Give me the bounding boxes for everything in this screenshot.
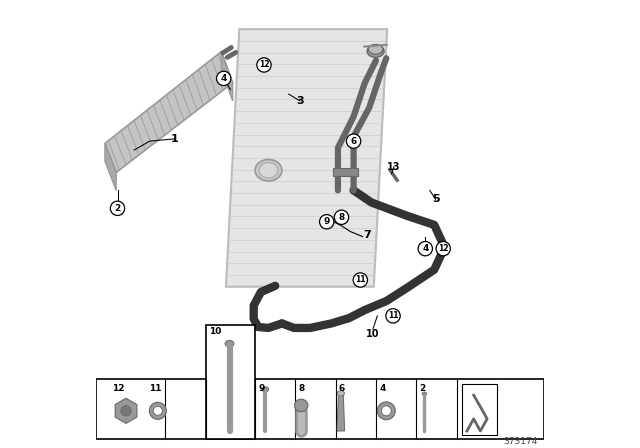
Text: 4: 4 bbox=[221, 74, 227, 83]
Ellipse shape bbox=[381, 406, 391, 416]
Ellipse shape bbox=[255, 159, 282, 181]
Text: 9: 9 bbox=[258, 384, 264, 393]
Bar bbox=[205, 325, 255, 439]
Text: 13: 13 bbox=[387, 162, 401, 172]
Circle shape bbox=[436, 241, 451, 256]
Text: 9: 9 bbox=[324, 217, 330, 226]
Bar bbox=[333, 168, 358, 176]
Circle shape bbox=[319, 215, 334, 229]
Text: 373174: 373174 bbox=[503, 437, 538, 446]
Polygon shape bbox=[105, 143, 116, 190]
Ellipse shape bbox=[225, 340, 234, 347]
Text: 11: 11 bbox=[388, 311, 398, 320]
Text: 11: 11 bbox=[149, 384, 161, 393]
Circle shape bbox=[257, 58, 271, 72]
Ellipse shape bbox=[337, 391, 344, 396]
Text: 8: 8 bbox=[339, 213, 344, 222]
Text: 10: 10 bbox=[209, 327, 221, 336]
Circle shape bbox=[121, 405, 131, 416]
Ellipse shape bbox=[369, 44, 383, 54]
Ellipse shape bbox=[154, 406, 163, 415]
Text: 7: 7 bbox=[363, 230, 371, 240]
Circle shape bbox=[216, 71, 231, 86]
Text: 2: 2 bbox=[115, 204, 120, 213]
Text: 12: 12 bbox=[438, 244, 449, 253]
Polygon shape bbox=[337, 393, 344, 431]
Text: 12: 12 bbox=[259, 60, 269, 69]
Text: 5: 5 bbox=[432, 194, 440, 204]
Polygon shape bbox=[105, 52, 232, 172]
Circle shape bbox=[110, 201, 125, 215]
Text: 10: 10 bbox=[366, 329, 380, 339]
Polygon shape bbox=[221, 52, 232, 101]
Ellipse shape bbox=[262, 387, 269, 392]
Text: 3: 3 bbox=[296, 96, 303, 106]
Bar bbox=[96, 379, 544, 439]
Circle shape bbox=[346, 134, 361, 148]
Ellipse shape bbox=[378, 402, 396, 420]
Ellipse shape bbox=[259, 163, 278, 178]
Ellipse shape bbox=[149, 402, 166, 419]
Text: 12: 12 bbox=[111, 384, 124, 393]
Circle shape bbox=[353, 273, 367, 287]
Ellipse shape bbox=[367, 45, 384, 57]
Circle shape bbox=[418, 241, 433, 256]
Circle shape bbox=[386, 309, 400, 323]
Text: 6: 6 bbox=[351, 137, 356, 146]
Ellipse shape bbox=[294, 399, 308, 412]
Polygon shape bbox=[226, 29, 387, 287]
Ellipse shape bbox=[422, 392, 427, 396]
Text: 8: 8 bbox=[298, 384, 305, 393]
Text: 1: 1 bbox=[170, 134, 179, 144]
Text: 6: 6 bbox=[339, 384, 345, 393]
Text: 4: 4 bbox=[422, 244, 428, 253]
Text: 4: 4 bbox=[379, 384, 385, 393]
Text: 11: 11 bbox=[355, 276, 365, 284]
Text: 2: 2 bbox=[419, 384, 426, 393]
Bar bbox=[463, 384, 497, 435]
Circle shape bbox=[334, 210, 349, 224]
